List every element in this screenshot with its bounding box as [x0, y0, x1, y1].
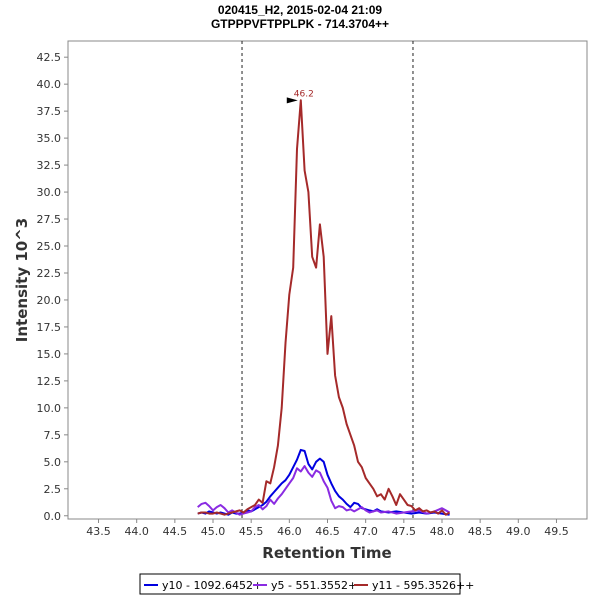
- legend-label: y10 - 1092.6452+: [162, 579, 262, 592]
- y-tick-label: 10.0: [37, 402, 62, 415]
- y-tick-label: 42.5: [37, 51, 62, 64]
- y-tick-label: 7.5: [44, 429, 62, 442]
- x-tick-label: 44.0: [124, 525, 149, 538]
- x-axis: 43.5 44.0 44.5 45.0 45.5 46.0 46.5 47.0 47.5 48.0…: [86, 519, 569, 538]
- series-line-3: [197, 99, 451, 516]
- plot-area: [67, 40, 588, 520]
- x-tick-label: 47.5: [392, 525, 417, 538]
- x-tick-label: 44.5: [163, 525, 188, 538]
- y-tick-label: 20.0: [37, 294, 62, 307]
- y-tick-label: 12.5: [37, 375, 62, 388]
- y-tick-label: 15.0: [37, 348, 62, 361]
- legend-label: y5 - 551.3552+: [271, 579, 357, 592]
- peak-annotation: 46.2: [286, 89, 314, 104]
- y-tick-label: 0.0: [44, 510, 62, 523]
- x-tick-label: 47.0: [353, 525, 378, 538]
- x-tick-label: 45.5: [239, 525, 264, 538]
- y-tick-label: 32.5: [37, 159, 62, 172]
- y-axis-title: Intensity 10^3: [13, 218, 31, 342]
- y-tick-label: 35.0: [37, 132, 62, 145]
- y-tick-label: 5.0: [44, 456, 62, 469]
- y-tick-label: 25.0: [37, 240, 62, 253]
- y-tick-label: 27.5: [37, 213, 62, 226]
- y-tick-label: 40.0: [37, 78, 62, 91]
- chart-subtitle: GTPPPVFTPPLPK - 714.3704++: [211, 17, 389, 31]
- x-tick-label: 46.5: [315, 525, 340, 538]
- x-tick-label: 49.5: [544, 525, 569, 538]
- chart-title: 020415_H2, 2015-02-04 21:09: [218, 3, 382, 17]
- x-tick-label: 49.0: [506, 525, 531, 538]
- x-tick-label: 48.0: [430, 525, 455, 538]
- y-tick-label: 22.5: [37, 267, 62, 280]
- peak-label: 46.2: [294, 89, 314, 99]
- y-tick-label: 17.5: [37, 321, 62, 334]
- y-tick-label: 37.5: [37, 105, 62, 118]
- x-tick-label: 43.5: [86, 525, 111, 538]
- x-axis-title: Retention Time: [262, 544, 391, 562]
- x-tick-label: 45.0: [201, 525, 226, 538]
- y-tick-label: 2.5: [44, 483, 62, 496]
- y-tick-label: 30.0: [37, 186, 62, 199]
- integration-bounds: [241, 41, 414, 519]
- series-layer: [197, 99, 451, 516]
- x-tick-label: 48.5: [468, 525, 493, 538]
- y-axis: 0.0 2.5 5.0 7.5 10.0 12.5 15.0 17.5 20.0 22.5 25.0…: [37, 51, 68, 523]
- legend-box: [139, 573, 461, 595]
- peak-arrow-icon: [286, 97, 298, 104]
- legend: y10 - 1092.6452+ y5 - 551.3552+ y11 - 595.…: [139, 573, 474, 595]
- x-tick-label: 46.0: [277, 525, 302, 538]
- legend-label: y11 - 595.3526++: [372, 579, 474, 592]
